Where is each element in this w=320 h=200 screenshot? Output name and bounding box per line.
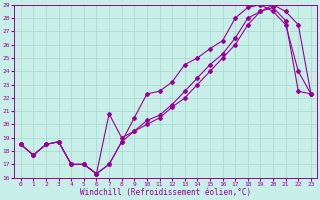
X-axis label: Windchill (Refroidissement éolien,°C): Windchill (Refroidissement éolien,°C) [80,188,252,197]
